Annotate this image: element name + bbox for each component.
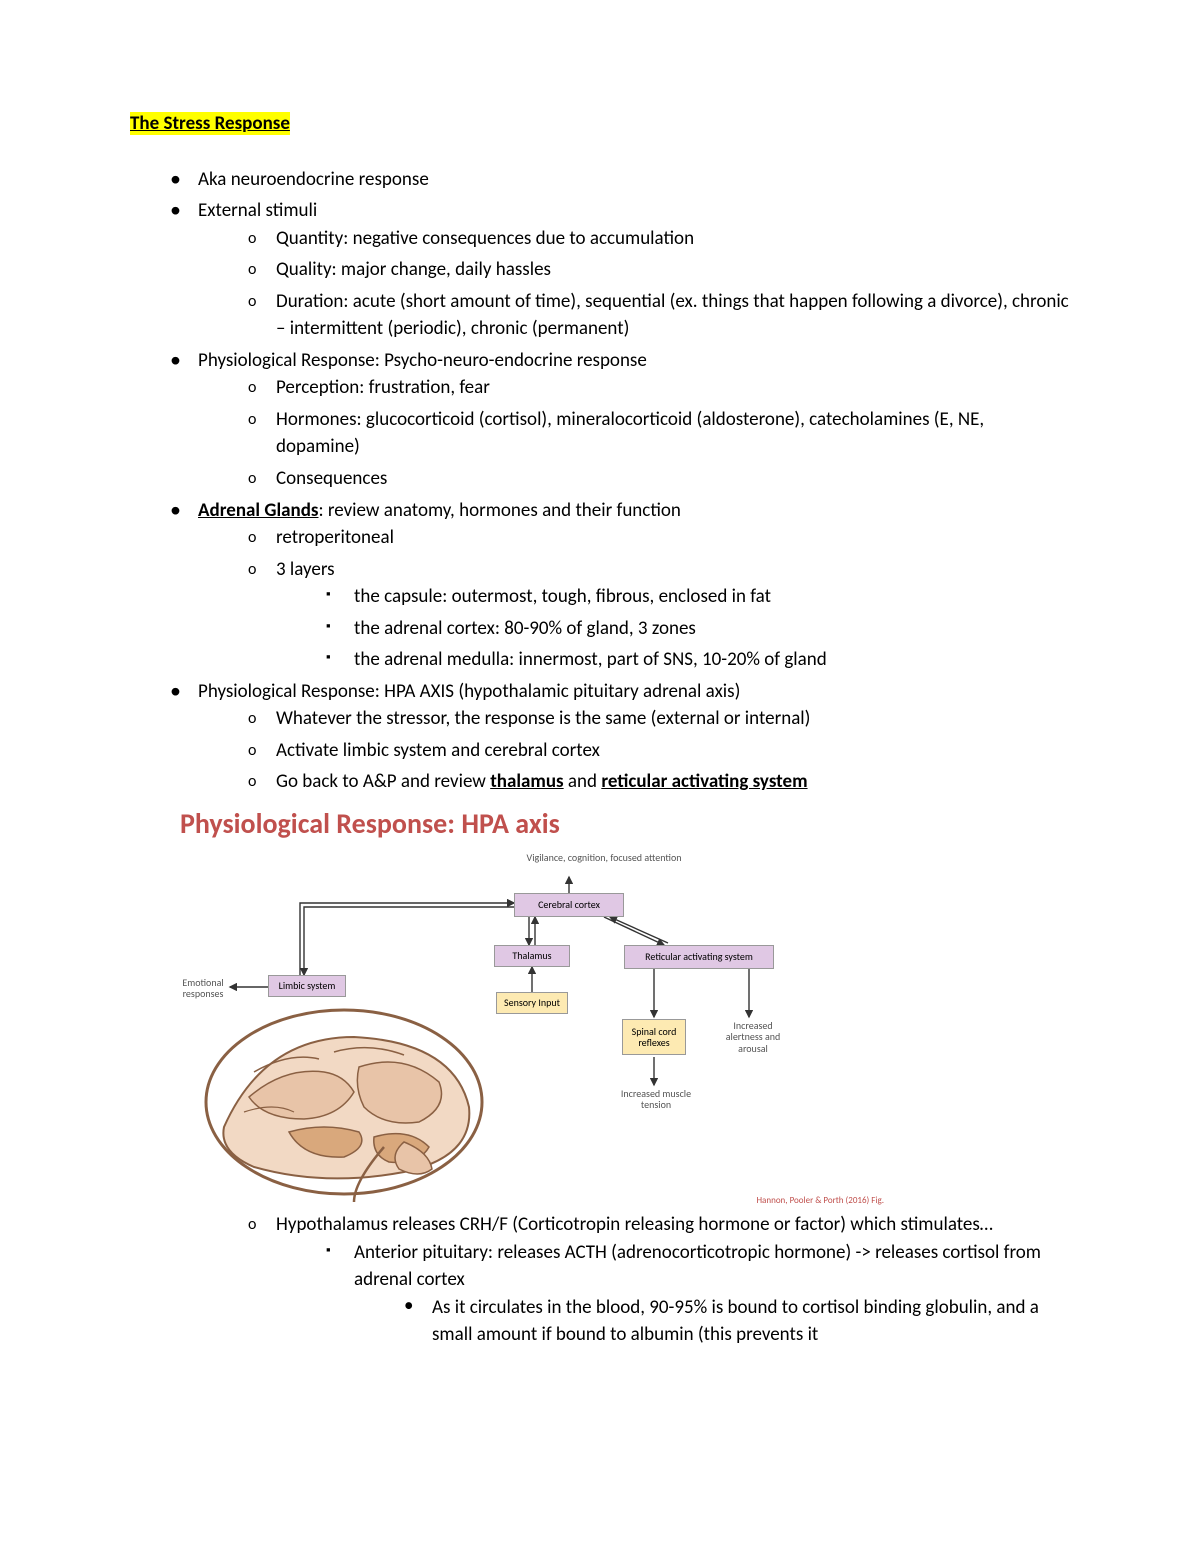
list-item: Activate limbic system and cerebral cort… <box>248 737 1070 765</box>
label-alertness: Increased alertness and arousal <box>714 1017 792 1057</box>
list-item: the adrenal cortex: 80-90% of gland, 3 z… <box>326 615 1070 643</box>
item-text-underline: reticular activating system <box>601 770 807 793</box>
list-item: Quantity: negative consequences due to a… <box>248 225 1070 253</box>
item-text: Consequences <box>276 467 387 490</box>
item-text: the adrenal medulla: innermost, part of … <box>354 648 827 671</box>
list-item: the capsule: outermost, tough, fibrous, … <box>326 583 1070 611</box>
item-text: Perception: frustration, fear <box>276 376 490 399</box>
list-item: Anterior pituitary: releases ACTH (adren… <box>326 1239 1070 1349</box>
list-item: Hormones: glucocorticoid (cortisol), min… <box>248 406 1070 461</box>
list-item: Consequences <box>248 465 1070 493</box>
page-title: The Stress Response <box>130 112 290 135</box>
list-item: External stimuli Quantity: negative cons… <box>170 197 1070 343</box>
item-text: Whatever the stressor, the response is t… <box>276 707 810 730</box>
item-text: As it circulates in the blood, 90-95% is… <box>432 1296 1039 1347</box>
box-reticular-activating: Reticular activating system <box>624 945 774 969</box>
item-text: Hypothalamus releases CRH/F (Corticotrop… <box>276 1213 993 1236</box>
list-item: Physiological Response: HPA AXIS (hypoth… <box>170 678 1070 1349</box>
box-limbic-system: Limbic system <box>268 975 346 997</box>
item-text-bold: Adrenal Glands <box>198 499 318 522</box>
box-spinal-cord: Spinal cord reflexes <box>622 1019 686 1055</box>
item-text: Hormones: glucocorticoid (cortisol), min… <box>276 408 984 459</box>
item-text: Anterior pituitary: releases ACTH (adren… <box>354 1241 1041 1292</box>
item-text: Quantity: negative consequences due to a… <box>276 227 694 250</box>
item-text: External stimuli <box>198 199 317 222</box>
list-item: As it circulates in the blood, 90-95% is… <box>404 1294 1070 1349</box>
item-text: and <box>564 770 602 793</box>
item-text: Physiological Response: Psycho-neuro-end… <box>198 349 647 372</box>
item-text: retroperitoneal <box>276 526 394 549</box>
brain-icon <box>194 997 494 1207</box>
item-text: Duration: acute (short amount of time), … <box>276 290 1069 341</box>
item-text: Activate limbic system and cerebral cort… <box>276 739 600 762</box>
item-text: Physiological Response: HPA AXIS (hypoth… <box>198 680 740 703</box>
list-item: Go back to A&P and review thalamus and r… <box>248 768 1070 796</box>
item-text: the capsule: outermost, tough, fibrous, … <box>354 585 771 608</box>
box-thalamus: Thalamus <box>494 945 570 967</box>
list-item: 3 layers the capsule: outermost, tough, … <box>248 556 1070 674</box>
item-text: Aka neuroendocrine response <box>198 168 429 191</box>
list-item: Adrenal Glands: review anatomy, hormones… <box>170 497 1070 674</box>
item-text: the adrenal cortex: 80-90% of gland, 3 z… <box>354 617 696 640</box>
list-item: Perception: frustration, fear <box>248 374 1070 402</box>
outline-list: Aka neuroendocrine response External sti… <box>130 166 1070 1349</box>
list-item: the adrenal medulla: innermost, part of … <box>326 646 1070 674</box>
diagram-top-label: Vigilance, cognition, focused attention <box>314 851 894 866</box>
diagram-credit: Hannon, Pooler & Porth (2016) Fig. <box>756 1194 884 1207</box>
box-cerebral-cortex: Cerebral cortex <box>514 893 624 917</box>
list-item: Duration: acute (short amount of time), … <box>248 288 1070 343</box>
diagram-title: Physiological Response: HPA axis <box>180 804 894 845</box>
list-item: Aka neuroendocrine response <box>170 166 1070 194</box>
hpa-diagram: Physiological Response: HPA axis Vigilan… <box>174 804 894 1207</box>
list-item: Quality: major change, daily hassles <box>248 256 1070 284</box>
list-item: Physiological Response: Psycho-neuro-end… <box>170 347 1070 493</box>
item-text: : review anatomy, hormones and their fun… <box>318 499 680 522</box>
list-item: retroperitoneal <box>248 524 1070 552</box>
list-item: Hypothalamus releases CRH/F (Corticotrop… <box>248 1211 1070 1349</box>
label-tension: Increased muscle tension <box>612 1085 700 1113</box>
list-item: Whatever the stressor, the response is t… <box>248 705 1070 733</box>
item-text: Quality: major change, daily hassles <box>276 258 551 281</box>
item-text: 3 layers <box>276 558 335 581</box>
box-sensory-input: Sensory Input <box>496 992 568 1014</box>
item-text-underline: thalamus <box>490 770 563 793</box>
item-text: Go back to A&P and review <box>276 770 490 793</box>
